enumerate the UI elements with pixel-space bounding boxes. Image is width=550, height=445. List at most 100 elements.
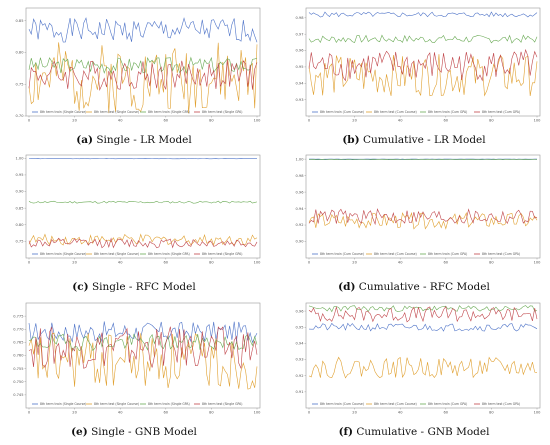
line-chart-single-gnb: 0.745 0.750 0.755 0.760 0.765 0.770 0.775 0 20 40… <box>13 302 262 415</box>
legend-entry: 8th term test (Cum GPA) <box>482 402 520 406</box>
legend-entry: 8th term test (Cum Course) <box>374 402 417 406</box>
y-tick-label: 0.80 <box>15 51 24 55</box>
x-tick-label: 60 <box>164 261 169 265</box>
legend-entry: 8th term test (Single GPA) <box>202 252 242 256</box>
x-tick-label: 20 <box>352 119 357 123</box>
x-tick-label: 0 <box>28 411 31 415</box>
y-tick-label: 0.93 <box>295 98 303 102</box>
line-chart-single-lr: 0.70 0.75 0.80 0.85 0 20 40 60 80 100 8th term tra… <box>15 7 261 123</box>
series-line-1 <box>28 321 258 344</box>
x-tick-label: 80 <box>209 411 214 415</box>
series-line-2 <box>28 332 258 390</box>
caption-text: Cumulative - LR Model <box>362 134 486 146</box>
legend-entry: 8th term test (Cum Course) <box>374 252 417 256</box>
y-tick-label: 0.75 <box>15 82 23 86</box>
series-line-2 <box>28 233 258 246</box>
legend-entry: 8th term train (Single Course) <box>40 402 86 406</box>
plot-frame <box>305 302 541 409</box>
x-tick-label: 0 <box>28 261 31 265</box>
x-tick-label: 100 <box>534 261 542 265</box>
x-tick-label: 40 <box>118 261 123 265</box>
legend-entry: 8th term train (Single GPA) <box>148 402 190 406</box>
x-tick-label: 20 <box>352 261 357 265</box>
legend-entry: 8th term test (Single GPA) <box>202 110 242 114</box>
series-line-3 <box>308 305 538 313</box>
y-tick-label: 0.93 <box>295 358 303 362</box>
x-tick-label: 100 <box>534 119 542 123</box>
legend-entry: 8th term train (Cum Course) <box>320 110 364 114</box>
series-line-1 <box>28 17 258 43</box>
caption-letter: (e) <box>71 426 88 438</box>
caption-d: (d) Cumulative - RFC Model <box>284 281 544 293</box>
y-tick-label: 0.95 <box>15 173 23 177</box>
chart-panel-c: 0.75 0.80 0.85 0.90 0.95 1.00 0 20 40 60 80 100 8th … <box>4 150 266 270</box>
series-line-4 <box>308 305 538 323</box>
caption-f: (f) Cumulative - GNB Model <box>284 426 544 438</box>
legend-entry: 8th term train (Single Course) <box>40 110 86 114</box>
y-tick-label: 0.90 <box>15 190 24 194</box>
caption-e: (e) Single - GNB Model <box>4 426 264 438</box>
chart-panel-d: 0.90 0.92 0.94 0.96 0.98 1.00 0 20 40 60 80 100 8th … <box>284 150 546 270</box>
caption-text: Single - GNB Model <box>91 426 197 438</box>
y-tick-label: 0.745 <box>13 393 23 397</box>
legend-entry: 8th term train (Cum GPA) <box>428 252 467 256</box>
y-tick-label: 0.94 <box>295 207 304 211</box>
x-tick-label: 80 <box>209 261 214 265</box>
x-tick-label: 0 <box>308 411 311 415</box>
x-tick-label: 0 <box>28 119 31 123</box>
y-tick-label: 1.00 <box>295 157 304 161</box>
y-tick-label: 0.96 <box>295 49 304 53</box>
x-tick-label: 60 <box>444 119 449 123</box>
line-chart-cumulative-lr: 0.93 0.94 0.95 0.96 0.97 0.98 0 20 40 60 80 100 8th … <box>295 7 542 123</box>
x-tick-label: 80 <box>489 411 494 415</box>
x-tick-label: 60 <box>444 261 449 265</box>
series-line-3 <box>28 200 258 204</box>
x-tick-label: 100 <box>254 411 262 415</box>
series-line-4 <box>28 59 258 92</box>
caption-a: (a) Single - LR Model <box>4 134 264 146</box>
y-tick-label: 0.755 <box>13 367 23 371</box>
series-line-4 <box>28 326 258 369</box>
x-tick-label: 100 <box>534 411 542 415</box>
y-tick-label: 0.98 <box>295 174 304 178</box>
x-tick-label: 20 <box>72 119 77 123</box>
x-tick-label: 60 <box>164 119 169 123</box>
legend-entry: 8th term test (Cum GPA) <box>482 110 520 114</box>
legend-entry: 8th term train (Single GPA) <box>148 110 190 114</box>
legend-entry: 8th term train (Cum GPA) <box>428 110 467 114</box>
line-chart-cumulative-rfc: 0.90 0.92 0.94 0.96 0.98 1.00 0 20 40 60 80 100 8th … <box>295 154 542 265</box>
caption-text: Cumulative - GNB Model <box>356 426 490 438</box>
y-tick-label: 0.770 <box>13 327 24 331</box>
legend-entry: 8th term test (Cum Course) <box>374 110 417 114</box>
x-tick-label: 40 <box>398 261 403 265</box>
chart-panel-e: 0.745 0.750 0.755 0.760 0.765 0.770 0.775 0 20 40… <box>4 298 266 420</box>
caption-b: (b) Cumulative - LR Model <box>284 134 544 146</box>
series-line-1 <box>308 11 538 18</box>
legend-entry: 8th term train (Cum GPA) <box>428 402 467 406</box>
x-tick-label: 20 <box>352 411 357 415</box>
legend-entry: 8th term train (Single GPA) <box>148 252 190 256</box>
x-tick-label: 100 <box>254 261 262 265</box>
x-tick-label: 60 <box>444 411 449 415</box>
y-tick-label: 0.775 <box>13 314 23 318</box>
plot-frame <box>305 7 541 117</box>
x-tick-label: 80 <box>489 261 494 265</box>
series-line-3 <box>308 34 538 44</box>
legend-entry: 8th term test (Single Course) <box>94 110 139 114</box>
legend-entry: 8th term test (Single Course) <box>94 402 139 406</box>
y-tick-label: 0.97 <box>295 32 303 36</box>
series-line-4 <box>28 237 258 249</box>
x-tick-label: 40 <box>398 411 403 415</box>
y-tick-label: 0.750 <box>13 380 24 384</box>
y-tick-label: 0.94 <box>295 81 304 85</box>
caption-letter: (c) <box>72 281 89 293</box>
caption-text: Cumulative - RFC Model <box>358 281 490 293</box>
y-tick-label: 0.95 <box>295 65 303 69</box>
series-line-4 <box>308 48 538 82</box>
y-tick-label: 0.90 <box>295 240 304 244</box>
caption-letter: (b) <box>342 134 360 146</box>
y-tick-label: 0.80 <box>15 223 24 227</box>
x-tick-label: 60 <box>164 411 169 415</box>
caption-letter: (a) <box>76 134 93 146</box>
series-line-1 <box>308 322 538 332</box>
